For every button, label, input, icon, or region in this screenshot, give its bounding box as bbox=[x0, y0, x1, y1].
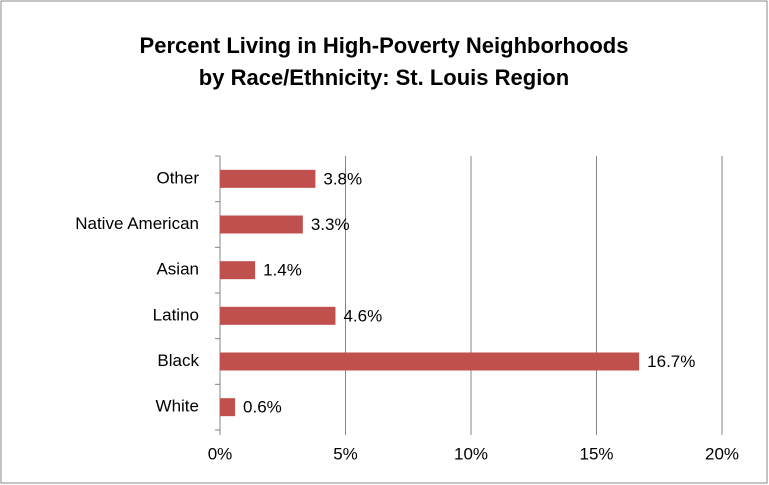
x-tick-label: 10% bbox=[454, 444, 488, 463]
value-label: 3.3% bbox=[311, 215, 350, 234]
bar bbox=[220, 169, 316, 188]
y-tick-label: Native American bbox=[75, 214, 199, 233]
y-tick-label: Other bbox=[156, 168, 199, 187]
x-tick-label: 15% bbox=[579, 444, 613, 463]
value-label: 3.8% bbox=[323, 169, 362, 188]
y-tick-label: White bbox=[156, 397, 199, 416]
x-tick-label: 0% bbox=[208, 444, 233, 463]
bar bbox=[220, 398, 236, 417]
y-tick-label: Asian bbox=[156, 260, 199, 279]
bar bbox=[220, 352, 640, 371]
value-label: 0.6% bbox=[243, 398, 282, 417]
value-label: 1.4% bbox=[263, 261, 302, 280]
value-label: 4.6% bbox=[343, 306, 382, 325]
value-label: 16.7% bbox=[647, 352, 695, 371]
y-tick-label: Latino bbox=[153, 305, 199, 324]
bar bbox=[220, 306, 336, 325]
x-tick-label: 5% bbox=[333, 444, 358, 463]
chart-title: Percent Living in High-Poverty Neighborh… bbox=[139, 33, 629, 90]
x-tick-label: 20% bbox=[705, 444, 739, 463]
bar bbox=[220, 215, 303, 234]
y-tick-label: Black bbox=[157, 351, 199, 370]
bar bbox=[220, 261, 256, 280]
